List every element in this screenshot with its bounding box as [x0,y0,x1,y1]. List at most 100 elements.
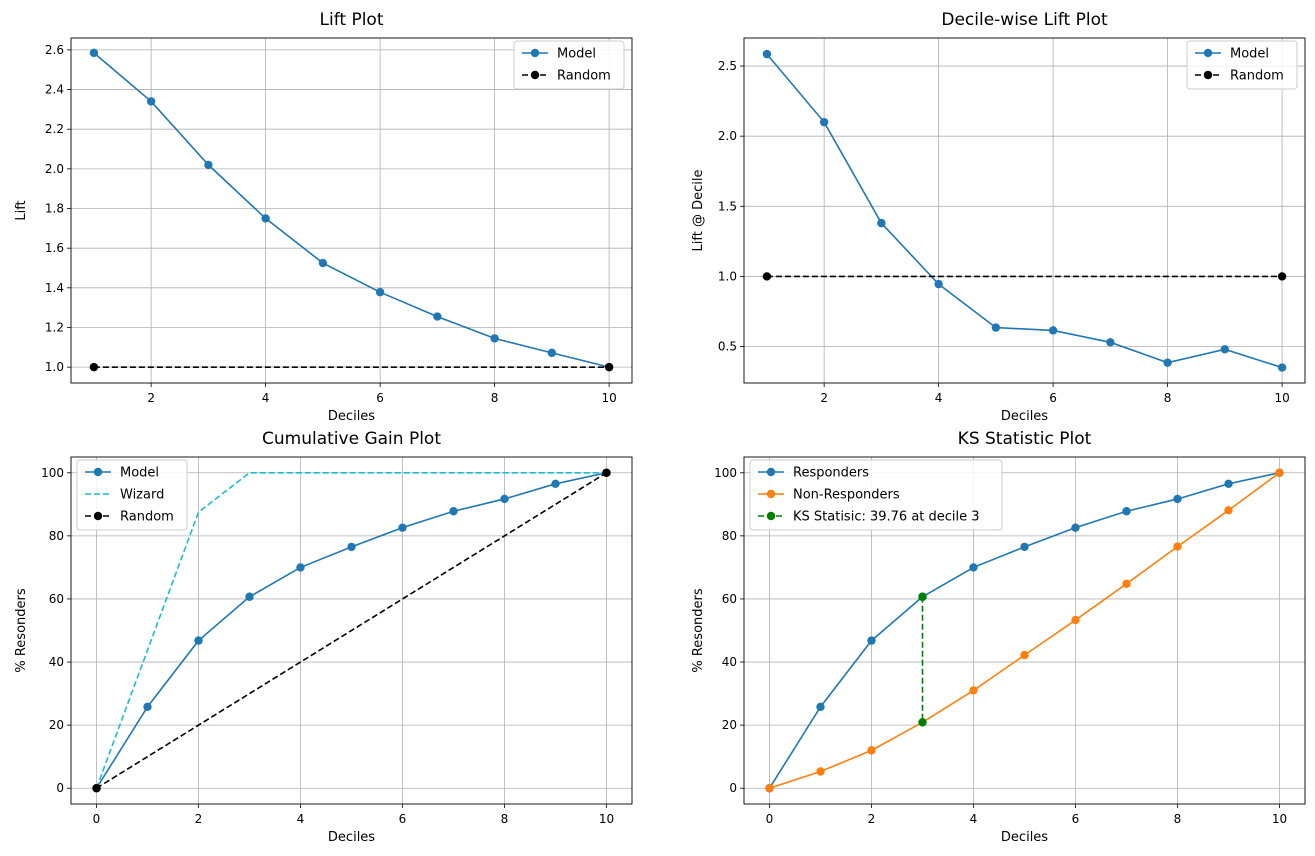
chart-1-x-tick-label: 8 [1164,391,1172,405]
chart-2-series-model-point [551,479,560,489]
chart-2-series-model-point [500,494,509,504]
chart-2-x-tick-label: 8 [501,812,509,826]
chart-0-y-tick-label: 2.0 [45,162,64,176]
chart-0-y-tick-label: 2.2 [45,122,64,136]
chart-2-y-tick-label: 0 [56,781,64,795]
chart-1-series-model-line [766,53,1283,369]
chart-1-legend-label-model: Model [1230,47,1269,62]
chart-0-title: Lift Plot [320,10,384,30]
chart-3-series-non-responders-point [1122,579,1131,589]
chart-3-series-non-responders-point [1071,615,1080,625]
chart-3-legend-marker-responders [766,467,776,477]
chart-2-series-wizard-line [95,471,607,789]
chart-2-xlabel: Deciles [328,830,375,845]
chart-1-x-tick-label: 6 [1049,391,1057,405]
chart-2-series-model-point [449,507,458,516]
chart-1-series-model-point [1277,363,1287,372]
chart-3-xlabel: Deciles [1001,830,1048,845]
chart-3-series-non-responders-point [765,784,774,793]
chart-0-y-tick-label: 1.0 [45,360,64,374]
chart-0-x-tick-label: 8 [491,391,499,405]
chart-0-legend: Model Random [513,40,625,90]
chart-2-series-model-point [398,523,407,532]
chart-3-series-non-responders-point [1224,506,1233,515]
chart-1-series-random-point [1277,272,1287,281]
chart-0-y-tick-label: 2.6 [45,43,64,57]
chart-0-series-model-point [375,287,385,297]
chart-3-legend-label-responders: Responders [793,466,869,481]
chart-3-legend-marker-ks-statisic-39-76-at-decile-3 [766,511,776,521]
chart-0-series-model-point [146,97,156,106]
chart-3-y-tick-label: 40 [722,655,737,669]
chart-2-x-tick-label: 2 [195,812,203,826]
chart-0-x-tick-label: 2 [147,391,155,405]
chart-1-xlabel: Deciles [1001,409,1048,424]
chart-2-axes-frame [70,456,633,805]
chart-0-y-tick-label: 2.4 [45,83,64,97]
chart-0-series-model-point [318,258,328,268]
chart-3-series-responders-point [1224,479,1233,489]
chart-3-legend-marker-non-responders [766,489,776,499]
chart-1-x-tick-label: 2 [820,391,828,405]
chart-3-x-tick-label: 2 [868,812,876,826]
chart-1-y-tick-label: 0.5 [718,340,737,354]
chart-1-series-random-point [762,272,772,281]
chart-0-series-model-point [433,312,442,321]
chart-1-ylabel: Lift @ Decile [691,170,706,252]
chart-0-y-tick-label: 1.6 [45,241,64,255]
chart-2-x-tick-label: 0 [93,812,101,826]
chart-0-axes-frame [70,37,633,384]
chart-2-series-random-point [92,784,101,793]
chart-0-y-tick-label: 1.2 [45,320,64,334]
chart-2-legend: Model Wizard Random [76,459,188,531]
chart-0-y-tick-label: 1.4 [45,281,64,295]
chart-3-y-tick-label: 60 [722,592,737,606]
chart-3-x-tick-label: 0 [766,812,774,826]
chart-3-x-tick-label: 6 [1072,812,1080,826]
chart-3-series-responders-point [867,636,876,645]
chart-0-series-model-point [547,348,557,358]
chart-3-series-non-responders-point [969,686,978,695]
chart-1-series-model-point [762,49,772,59]
chart-1-series-model-point [1163,358,1172,367]
chart-2-title: Cumulative Gain Plot [262,429,441,449]
chart-0-series-model-point [261,214,270,223]
chart-1-series-model-point [934,279,943,289]
chart-3-series-non-responders-point [1275,468,1284,477]
chart-3-y-tick-label: 80 [722,529,737,543]
chart-1-series-model-point [991,323,1001,332]
chart-1-series-model-point [1048,326,1058,335]
chart-2-legend-box [76,459,188,531]
chart-1-y-tick-label: 2.0 [718,129,737,143]
chart-3-series-ks-statisic-39-76-at-decile-3-point [918,718,927,727]
chart-2-x-tick-label: 10 [599,812,614,826]
chart-3-series-responders-point [969,563,978,572]
chart-1-y-tick-label: 1.5 [718,199,737,213]
chart-2-legend-label-model: Model [120,466,159,481]
chart-2-y-tick-label: 80 [49,529,64,543]
chart-0-series-model-line [93,52,610,368]
chart-3-axes-frame [743,456,1306,805]
chart-3-series-responders-point [816,702,825,712]
chart-2-series-model-point [194,636,203,645]
chart-3-x-tick-label: 10 [1272,812,1287,826]
chart-0-series-model-point [204,160,213,170]
chart-1-legend-marker-random [1203,70,1213,80]
chart-1-x-tick-label: 4 [935,391,943,405]
chart-2-series-model-point [143,702,152,712]
chart-2-series-random-line [96,472,607,789]
chart-0-series-random-point [89,362,99,372]
chart-2-y-tick-label: 20 [49,718,64,732]
chart-1-y-tick-label: 2.5 [718,59,737,73]
chart-0-x-tick-label: 4 [262,391,270,405]
chart-3-x-tick-label: 8 [1174,812,1182,826]
lift-plot: 2 4 6 8 10 1.0 1.2 1.4 1.6 1.8 2.0 2.2 2.4 2.6 Lift Pl… [14,10,633,424]
chart-3-series-non-responders-point [1020,650,1029,660]
chart-3-series-responders-point [1122,507,1131,516]
chart-2-ylabel: % Resonders [14,588,29,672]
chart-0-series-model-point [490,334,499,343]
chart-2-series-random-point [602,468,611,477]
chart-0-series-random-point [604,362,614,372]
